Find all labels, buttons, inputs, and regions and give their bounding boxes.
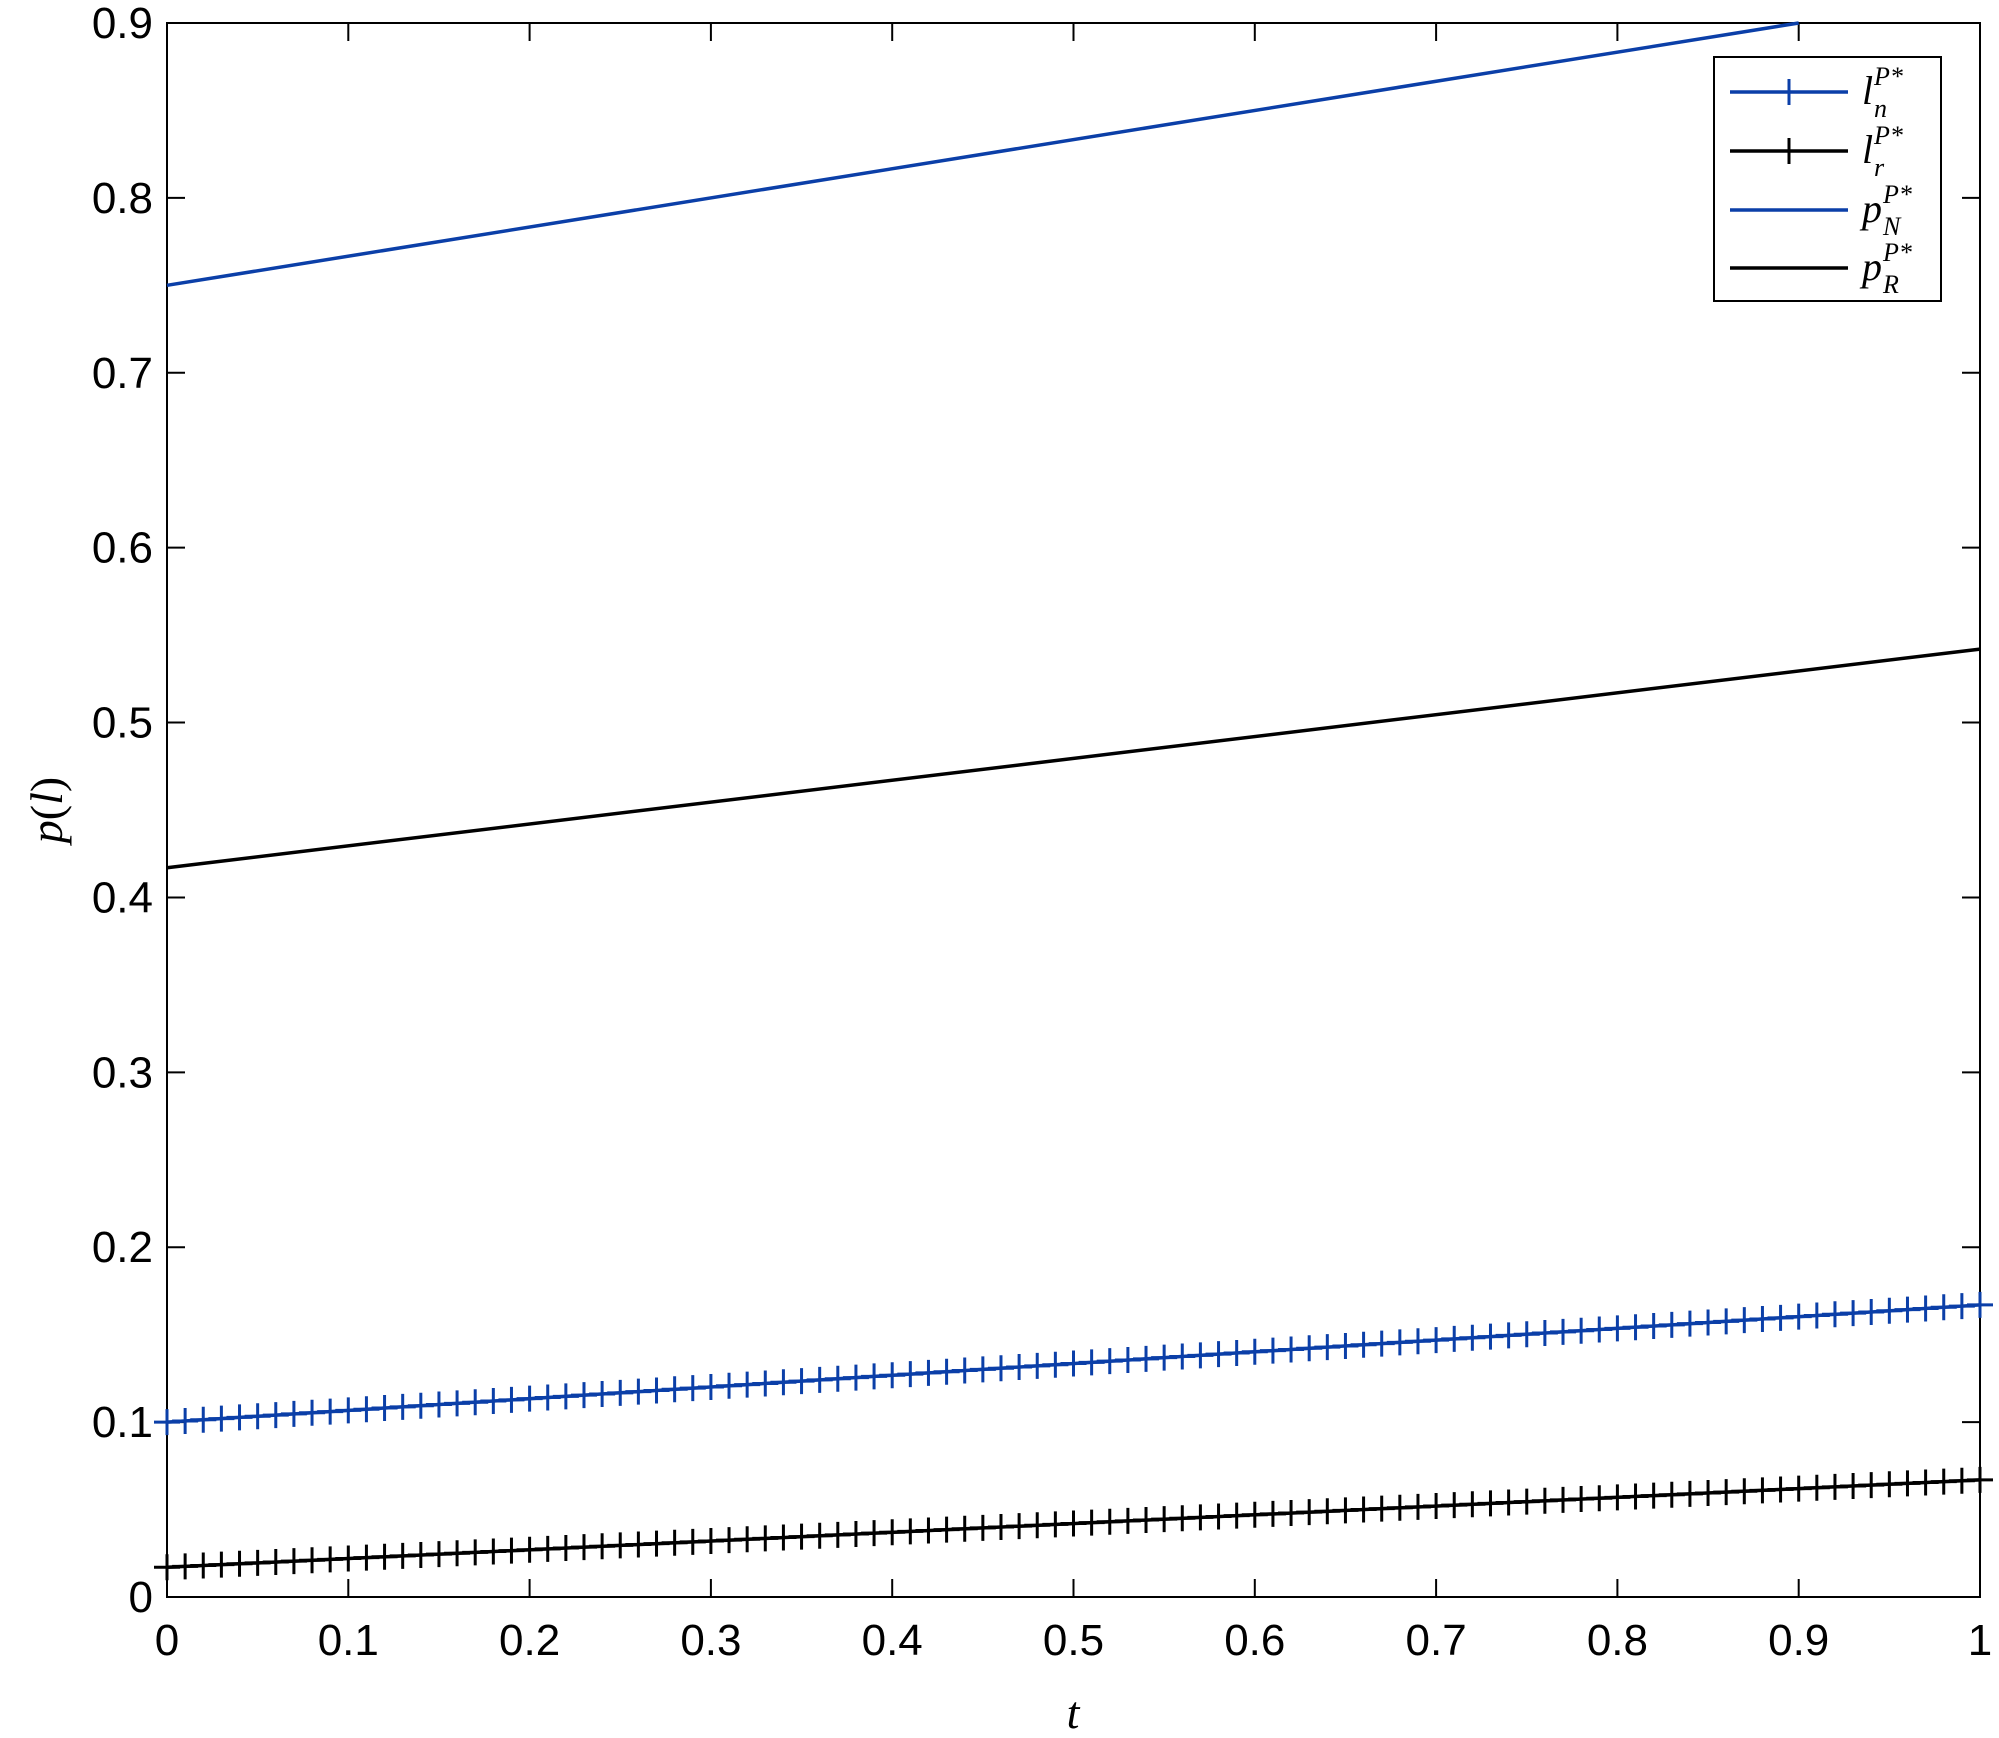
legend-label-pN-sup: P* <box>1882 180 1912 209</box>
y-tick-label: 0.5 <box>92 699 153 748</box>
legend-box <box>1713 56 1942 302</box>
legend-label-lr-sup: P* <box>1873 121 1903 150</box>
legend-entry-pN: p P* N <box>1730 180 1912 241</box>
legend-label-pR-sup: P* <box>1882 238 1912 267</box>
series-pN <box>166 21 1799 288</box>
y-axis-title-base: p <box>21 820 72 846</box>
y-axis-title-open: ( <box>21 805 72 820</box>
y-tick-label: 0.7 <box>92 349 153 398</box>
y-tick-label: 0.1 <box>92 1398 153 1447</box>
x-axis-title: t <box>1067 1687 1081 1738</box>
legend-marker-lr <box>1776 138 1802 164</box>
series-lr-marker <box>1967 1466 1993 1493</box>
legend-label-ln: l <box>1862 68 1873 113</box>
x-tick-label: 0.4 <box>862 1616 923 1665</box>
series-layer <box>154 21 1993 1581</box>
series-ln-marker <box>1967 1291 1993 1318</box>
legend-entry-pR: p P* R <box>1730 238 1912 299</box>
x-axis-ticks: 0 0.1 0.2 0.3 0.4 0.5 0.6 0.7 0.8 0.9 1 <box>155 23 1992 1665</box>
x-tick-label: 0.9 <box>1768 1616 1829 1665</box>
legend-label-ln-sub: n <box>1874 94 1887 123</box>
y-tick-label: 0.3 <box>92 1048 153 1097</box>
x-tick-label: 0.8 <box>1587 1616 1648 1665</box>
series-pR <box>166 647 1981 870</box>
y-axis-title-arg: l <box>21 792 72 805</box>
x-tick-label: 0.7 <box>1406 1616 1467 1665</box>
x-tick-label: 0.2 <box>499 1616 560 1665</box>
series-pN-line <box>166 21 1799 288</box>
legend-label-lr-sub: r <box>1874 153 1885 182</box>
y-tick-label: 0.4 <box>92 873 153 922</box>
x-tick-label: 0.3 <box>680 1616 741 1665</box>
y-axis-title-close: ) <box>21 777 72 792</box>
y-axis-title: p(l) <box>21 777 72 846</box>
legend-label-pR: p <box>1859 244 1882 289</box>
y-axis-ticks: 0 0.1 0.2 0.3 0.4 0.5 0.6 0.7 0.8 0.9 <box>92 0 1980 1622</box>
y-tick-label: 0.2 <box>92 1223 153 1272</box>
legend-entry-ln: l P* n <box>1730 62 1903 123</box>
legend: l P*nl P*rp P*Np P*R <box>1713 56 1942 302</box>
legend-label-ln-sup: P* <box>1873 62 1903 91</box>
legend-label-pN-sub: N <box>1882 212 1902 241</box>
series-lr <box>154 1466 1993 1581</box>
y-tick-label: 0.8 <box>92 174 153 223</box>
x-tick-label: 1 <box>1968 1616 1992 1665</box>
legend-marker-ln <box>1776 79 1802 105</box>
y-tick-label: 0 <box>129 1573 153 1622</box>
series-ln <box>154 1291 1993 1436</box>
x-tick-label: 0.1 <box>318 1616 379 1665</box>
x-tick-label: 0 <box>155 1616 179 1665</box>
y-tick-label: 0.6 <box>92 524 153 573</box>
legend-label-pR-sub: R <box>1882 270 1899 299</box>
legend-entry-lr: l P* r <box>1730 121 1903 182</box>
series-pR-line <box>166 647 1981 870</box>
y-tick-label: 0.9 <box>92 0 153 48</box>
x-tick-label: 0.6 <box>1224 1616 1285 1665</box>
x-tick-label: 0.5 <box>1043 1616 1104 1665</box>
legend-label-pN: p <box>1859 186 1882 231</box>
legend-label-lr: l <box>1862 127 1873 172</box>
legend-entries: l P*nl P*rp P*Np P*R <box>1730 62 1912 299</box>
